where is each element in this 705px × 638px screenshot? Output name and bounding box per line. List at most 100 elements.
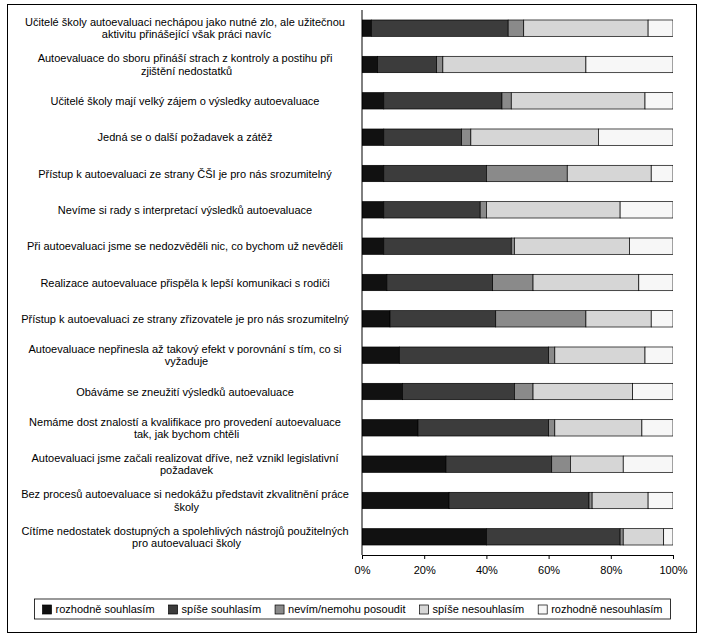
x-axis: 0% 20% 40% 60% 80% 100% xyxy=(355,555,688,576)
bar-segment xyxy=(362,20,371,36)
bar-segment xyxy=(598,129,673,145)
x-tick-mark xyxy=(611,555,612,559)
bar-segment xyxy=(642,420,673,436)
bar-segment xyxy=(651,165,673,181)
bar-segment xyxy=(384,93,502,109)
category-label: Realizace autoevaluace přispěla k lepší … xyxy=(40,277,329,289)
bar-segment xyxy=(362,274,387,290)
bar-segment xyxy=(362,202,384,218)
bar-segment xyxy=(514,238,629,254)
bar-segment xyxy=(514,383,533,399)
bar-segment xyxy=(418,420,549,436)
category-label: Autoevaluace nepřinesla až takový efekt … xyxy=(28,343,341,368)
bar-segment xyxy=(399,347,548,363)
bar-segment xyxy=(362,347,399,363)
category-label: Učitelé školy autoevaluaci nechápou jako… xyxy=(25,16,345,41)
x-tick-mark xyxy=(362,555,363,559)
x-tick: 20% xyxy=(414,555,436,576)
bar-segment xyxy=(639,274,673,290)
bar-segment xyxy=(633,383,673,399)
bar-segment xyxy=(555,420,642,436)
bar-segment xyxy=(508,20,524,36)
bar-segment xyxy=(384,129,462,145)
legend-item: spíše nesouhlasím xyxy=(419,603,524,615)
bar-segment xyxy=(623,529,663,545)
bar-segment xyxy=(449,492,589,508)
bar-segment xyxy=(362,165,384,181)
x-tick-label: 0% xyxy=(355,564,371,576)
bar-segment xyxy=(362,456,446,472)
bar-segment xyxy=(549,347,555,363)
x-tick-mark xyxy=(549,555,550,559)
bar-segment xyxy=(443,56,586,72)
legend-label: rozhodně nesouhlasím xyxy=(551,603,662,615)
bar-segment xyxy=(570,456,623,472)
x-tick: 0% xyxy=(355,555,371,576)
legend-item: nevím/nemohu posoudit xyxy=(275,603,405,615)
bar-segment xyxy=(552,456,571,472)
bar-segment xyxy=(378,56,437,72)
category-label: Bez procesů autoevaluace si nedokážu pře… xyxy=(21,488,349,513)
legend-item: spíše souhlasím xyxy=(169,603,261,615)
bar-segment xyxy=(362,56,378,72)
x-tick: 80% xyxy=(600,555,622,576)
bar-segment xyxy=(592,492,648,508)
bar-segment xyxy=(390,311,496,327)
x-tick-label: 60% xyxy=(538,564,560,576)
bar-segment xyxy=(362,529,486,545)
bar-segment xyxy=(496,311,586,327)
bar-segment xyxy=(586,56,673,72)
bar-segment xyxy=(384,165,487,181)
bar-segment xyxy=(471,129,599,145)
bar-segment xyxy=(623,456,673,472)
bar-segment xyxy=(648,20,673,36)
bar-segment xyxy=(586,311,651,327)
bar-segment xyxy=(371,20,508,36)
category-label: Cítíme nedostatek dostupných a spolehliv… xyxy=(21,525,348,550)
legend-label: nevím/nemohu posoudit xyxy=(288,603,405,615)
bar-segment xyxy=(645,347,673,363)
bar-segment xyxy=(362,129,384,145)
bar-segment xyxy=(620,529,623,545)
x-tick-label: 100% xyxy=(659,564,687,576)
x-tick-mark xyxy=(424,555,425,559)
category-label: Přístup k autoevaluaci ze strany ČŠI je … xyxy=(38,168,332,180)
bar-segment xyxy=(384,202,480,218)
bar-segment xyxy=(486,529,620,545)
series xyxy=(586,20,673,545)
bar-segment xyxy=(664,529,673,545)
category-label: Autoevaluace do sboru přináší strach z k… xyxy=(38,52,333,77)
legend-swatch xyxy=(169,605,178,614)
x-tick-label: 40% xyxy=(476,564,498,576)
bar-segment xyxy=(502,93,511,109)
legend-swatch xyxy=(275,605,284,614)
bar-segment xyxy=(480,202,486,218)
bar-segment xyxy=(387,274,493,290)
category-label: Obáváme se zneužití výsledků autoevaluac… xyxy=(76,386,294,398)
category-label: Nemáme dost znalostí a kvalifikace pro p… xyxy=(29,416,341,441)
x-tick: 100% xyxy=(659,555,687,576)
legend-swatch xyxy=(43,605,52,614)
legend: rozhodně souhlasím spíše souhlasím nevím/n… xyxy=(35,599,671,619)
x-axis-line xyxy=(363,556,674,560)
bar-segment xyxy=(648,492,673,508)
bar-segment xyxy=(362,420,418,436)
x-tick: 60% xyxy=(538,555,560,576)
y-axis-line xyxy=(362,10,363,555)
bar-segment xyxy=(446,456,552,472)
category-label: Přístup k autoevaluaci ze strany zřizova… xyxy=(21,313,349,325)
bar-segment xyxy=(486,165,567,181)
legend-label: spíše nesouhlasím xyxy=(432,603,524,615)
bar-segment xyxy=(524,20,648,36)
legend-swatch xyxy=(538,605,547,614)
bar-segment xyxy=(486,202,620,218)
category-label: Učitelé školy mají velký zájem o výsledk… xyxy=(50,95,319,107)
bar-segment xyxy=(362,93,384,109)
category-label: Autoevaluaci jsme začali realizovat dřív… xyxy=(32,452,339,477)
bar-segment xyxy=(362,311,390,327)
bar-segment xyxy=(549,420,555,436)
legend-item: rozhodně souhlasím xyxy=(43,603,155,615)
bar-segment xyxy=(651,311,673,327)
bar-segment xyxy=(362,383,402,399)
bar-segment xyxy=(493,274,533,290)
